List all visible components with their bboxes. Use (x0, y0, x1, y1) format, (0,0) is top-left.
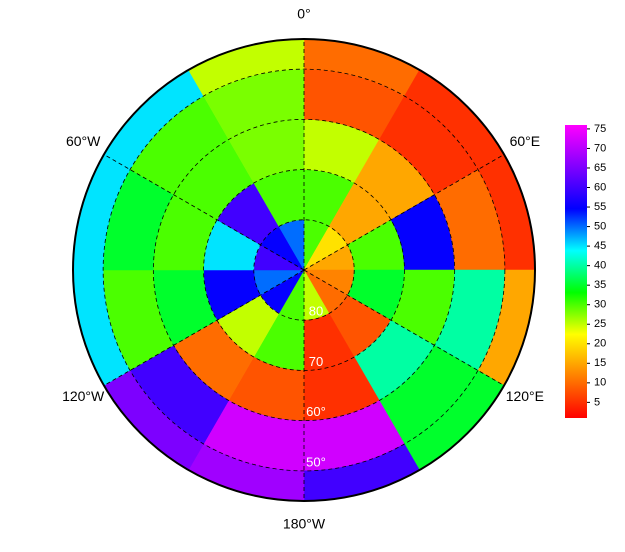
colorbar-label: 45 (594, 240, 606, 252)
lat-label: 80 (309, 304, 323, 319)
map-border (72, 38, 536, 502)
lon-grid (103, 269, 305, 386)
colorbar-label: 20 (594, 338, 606, 350)
lat-label: 50° (306, 454, 326, 469)
colorbar-label: 35 (594, 279, 606, 291)
colorbar-label: 50 (594, 220, 606, 232)
colorbar-label: 30 (594, 299, 606, 311)
lon-label: 60°E (510, 133, 541, 149)
colorbar-label: 65 (594, 162, 606, 174)
colorbar-label: 40 (594, 260, 606, 272)
colorbar-label: 60 (594, 181, 606, 193)
lat-label: 70 (309, 354, 323, 369)
lon-grid (303, 154, 505, 271)
lon-label: 0° (297, 6, 310, 22)
colorbar-label: 5 (594, 396, 600, 408)
lon-label: 120°W (62, 388, 105, 404)
colorbar-label: 15 (594, 357, 606, 369)
lon-label: 120°E (506, 388, 544, 404)
lon-label: 180°W (283, 516, 326, 532)
lon-label: 60°W (66, 133, 101, 149)
colorbar-label: 75 (594, 123, 606, 135)
colorbar-label: 70 (594, 142, 606, 154)
colorbar-label: 55 (594, 201, 606, 213)
colorbar-label: 10 (594, 377, 606, 389)
lat-label: 60° (306, 404, 326, 419)
colorbar (565, 125, 587, 418)
lon-grid (303, 269, 505, 386)
colorbar-label: 25 (594, 318, 606, 330)
lat-grid (102, 68, 506, 472)
lon-grid (103, 154, 305, 271)
